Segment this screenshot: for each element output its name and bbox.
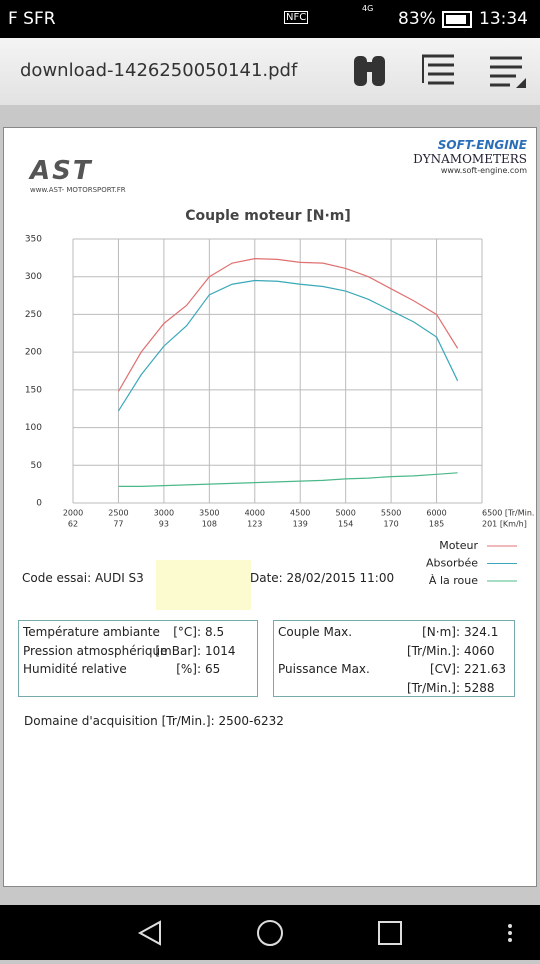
legend-label: Absorbée — [426, 557, 478, 570]
chart-title: Couple moteur [N·m] — [185, 208, 351, 224]
code-essai: Code essai: AUDI S3 — [22, 571, 144, 585]
row-unit: [Tr/Min.]: — [406, 680, 460, 695]
soft-engine-name: SOFT-ENGINE — [437, 138, 527, 152]
x-tick-label: 4500 — [290, 509, 310, 518]
x-tick-kmh: 170 — [383, 520, 398, 529]
x-tick-kmh: 93 — [159, 520, 169, 529]
x-tick-label: 5000 — [335, 509, 355, 518]
more-button[interactable] — [508, 924, 512, 942]
x-tick-label: 6000 — [426, 509, 446, 518]
row-value: 4060 — [464, 643, 495, 658]
conditions-table: Température ambiante [°C]: 8.5 Pression atm… — [18, 620, 258, 697]
nfc-icon: NFC — [284, 11, 309, 24]
menu-button[interactable] — [490, 56, 526, 88]
x-tick-label: 6500 [Tr/Min. — [482, 509, 534, 518]
row-value: 8.5 — [205, 625, 225, 639]
legend-label: Moteur — [439, 539, 478, 552]
y-tick-label: 0 — [36, 499, 42, 509]
y-tick-label: 150 — [25, 385, 42, 395]
back-button[interactable] — [137, 920, 161, 946]
battery-icon — [442, 11, 472, 28]
soft-engine-subtitle: DYNAMOMETERS — [413, 152, 527, 166]
ast-logo: AST www.AST- MOTORSPORT.FR — [30, 156, 170, 194]
x-tick-label: 2000 — [63, 509, 83, 518]
x-tick-label: 3000 — [154, 509, 174, 518]
toolbar-icons — [354, 54, 526, 88]
row-unit: [°C]: — [173, 625, 201, 639]
series-line — [117, 279, 459, 412]
outline-button[interactable] — [422, 54, 454, 85]
nav-buttons — [137, 920, 512, 946]
row-unit: [mBar]: — [155, 643, 201, 658]
x-tick-label: 3500 — [199, 509, 219, 518]
redaction — [156, 560, 251, 610]
row-label: Humidité relative — [23, 662, 127, 676]
recents-button[interactable] — [378, 921, 402, 945]
row-value: 1014 — [205, 643, 236, 658]
acquisition-range: Domaine d'acquisition [Tr/Min.]: 2500-62… — [24, 714, 284, 728]
file-name: download-1426250050141.pdf — [20, 60, 298, 81]
x-tick-label: 4000 — [245, 509, 265, 518]
toolbar: download-1426250050141.pdf — [0, 38, 540, 105]
carrier: F SFR — [8, 9, 56, 29]
y-tick-label: 300 — [25, 272, 42, 282]
soft-engine-logo: SOFT-ENGINE DYNAMOMETERS www.soft-engine… — [372, 138, 527, 175]
search-button[interactable] — [354, 56, 385, 86]
row-value: 65 — [205, 662, 221, 676]
row-unit: [N·m]: — [422, 625, 460, 639]
y-tick-label: 200 — [25, 348, 42, 358]
y-tick-label: 100 — [25, 423, 42, 433]
x-tick-label: 5500 — [381, 509, 401, 518]
row-value: 5288 — [464, 680, 495, 695]
status-bar: F SFR NFC 4G 83% 13:34 — [0, 0, 540, 38]
results-table: Couple Max. [N·m]: 324.1 [Tr/Min.]: 4060 Puis… — [273, 620, 515, 697]
y-tick-label: 350 — [25, 235, 42, 245]
chart: Couple moteur [N·m] 0 50 100 150 200 250 300 35… — [25, 208, 535, 587]
home-button[interactable] — [257, 920, 283, 946]
soft-engine-url: www.soft-engine.com — [440, 166, 527, 175]
x-tick-label: 2500 — [108, 509, 128, 518]
row-unit: [%]: — [176, 662, 201, 676]
x-tick-kmh: 108 — [202, 520, 217, 529]
x-tick-kmh: 77 — [113, 520, 123, 529]
pdf-page: AST www.AST- MOTORSPORT.FR SOFT-ENGINE D… — [3, 127, 537, 887]
row-label: Couple Max. — [278, 625, 353, 639]
y-tick-label: 250 — [25, 310, 42, 320]
row-unit: [CV]: — [430, 662, 460, 676]
battery-level: 83% — [398, 9, 436, 29]
row-value: 324.1 — [464, 625, 499, 639]
y-tick-label: 50 — [31, 461, 43, 471]
row-label: Température ambiante — [23, 625, 160, 639]
clock: 13:34 — [479, 9, 528, 29]
x-tick-kmh: 185 — [429, 520, 444, 529]
legend-label: À la roue — [429, 574, 478, 587]
ast-url: www.AST- MOTORSPORT.FR — [30, 186, 126, 194]
row-value: 221.63 — [464, 662, 506, 676]
x-tick-kmh: 154 — [338, 520, 353, 529]
x-tick-kmh: 62 — [68, 520, 78, 529]
x-tick-kmh: 201 [Km/h] — [482, 520, 527, 529]
navigation-bar — [0, 905, 540, 960]
row-label: Pression atmosphérique — [23, 643, 168, 658]
row-label: Puissance Max. — [278, 662, 370, 676]
ast-name: AST — [30, 156, 93, 186]
network: 4G — [362, 4, 374, 13]
date: Date: 28/02/2015 11:00 — [250, 571, 395, 585]
x-tick-kmh: 139 — [293, 520, 308, 529]
x-tick-kmh: 123 — [247, 520, 262, 529]
series-line — [118, 472, 458, 488]
series-line — [117, 258, 459, 392]
row-unit: [Tr/Min.]: — [406, 643, 460, 658]
